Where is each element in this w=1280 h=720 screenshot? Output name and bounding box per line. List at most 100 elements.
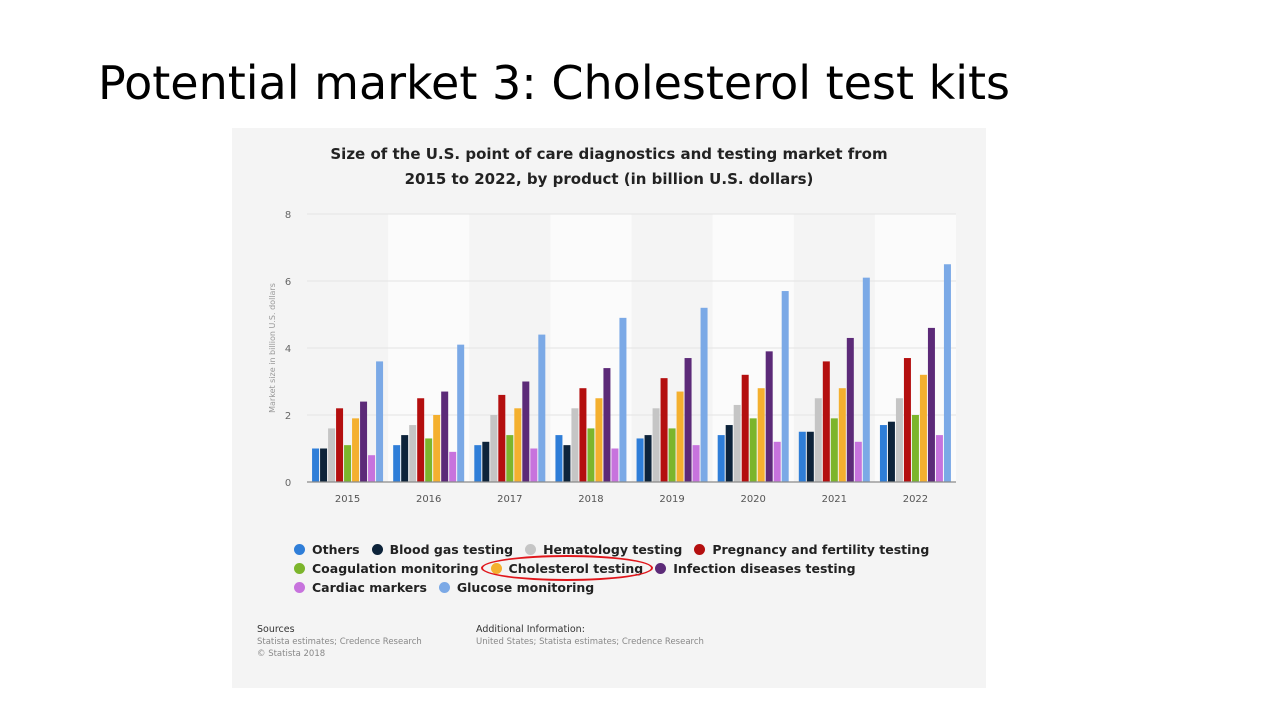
bar-glucose-monitoring-2022 — [943, 264, 951, 482]
bar-pregnancy-and-fertility-testing-2020 — [741, 374, 749, 482]
bar-cardiac-markers-2020 — [773, 441, 781, 482]
bar-blood-gas-testing-2019 — [644, 435, 652, 482]
bar-infection-diseases-testing-2018 — [603, 368, 611, 482]
bar-cardiac-markers-2018 — [611, 448, 619, 482]
legend-swatch-icon — [294, 582, 305, 593]
bar-coagulation-monitoring-2018 — [587, 428, 595, 482]
bar-hematology-testing-2016 — [409, 425, 417, 482]
legend-swatch-icon — [655, 563, 667, 574]
chart-title-line-2: 2015 to 2022, by product (in billion U.S… — [404, 170, 814, 188]
slide-title: Potential market 3: Cholesterol test kit… — [98, 56, 1011, 110]
sources-line-2: © Statista 2018 — [257, 649, 326, 659]
bar-blood-gas-testing-2016 — [401, 435, 409, 482]
bar-coagulation-monitoring-2021 — [830, 418, 838, 482]
legend-label: Blood gas testing — [389, 542, 514, 557]
bar-pregnancy-and-fertility-testing-2018 — [579, 388, 587, 482]
x-tick-label-2019: 2019 — [659, 494, 684, 505]
bar-infection-diseases-testing-2020 — [765, 351, 773, 482]
bar-pregnancy-and-fertility-testing-2017 — [498, 394, 506, 482]
bar-hematology-testing-2018 — [571, 408, 579, 482]
legend-item-hematology-testing[interactable]: Hematology testing — [525, 542, 682, 557]
bar-blood-gas-testing-2022 — [887, 421, 895, 482]
bar-blood-gas-testing-2015 — [320, 448, 328, 482]
bar-cardiac-markers-2016 — [449, 451, 457, 482]
bar-glucose-monitoring-2021 — [862, 277, 870, 482]
y-tick-label-8: 8 — [285, 210, 291, 221]
bar-pregnancy-and-fertility-testing-2021 — [822, 361, 830, 482]
bar-cholesterol-testing-2015 — [352, 418, 360, 482]
bar-infection-diseases-testing-2019 — [684, 358, 692, 482]
bar-cholesterol-testing-2016 — [433, 415, 441, 482]
x-tick-label-2021: 2021 — [822, 494, 847, 505]
bar-cholesterol-testing-2019 — [676, 391, 684, 482]
legend-swatch-icon — [294, 563, 305, 574]
legend-item-cardiac-markers[interactable]: Cardiac markers — [294, 580, 427, 595]
bar-glucose-monitoring-2015 — [376, 361, 384, 482]
legend-item-others[interactable]: Others — [294, 542, 360, 557]
chart-card: Size of the U.S. point of care diagnosti… — [232, 128, 986, 688]
legend-swatch-icon — [525, 544, 537, 555]
legend-label: Infection diseases testing — [673, 561, 856, 576]
legend-label: Coagulation monitoring — [312, 561, 479, 576]
legend-label: Pregnancy and fertility testing — [712, 542, 930, 557]
additional-info-block: Additional Information: United States; S… — [476, 624, 704, 648]
x-tick-label-2015: 2015 — [335, 494, 360, 505]
y-tick-label-4: 4 — [285, 344, 291, 355]
bar-glucose-monitoring-2016 — [457, 344, 465, 482]
x-tick-label-2017: 2017 — [497, 494, 522, 505]
bar-hematology-testing-2015 — [328, 428, 336, 482]
bar-coagulation-monitoring-2022 — [911, 415, 919, 482]
legend-item-pregnancy-and-fertility-testing[interactable]: Pregnancy and fertility testing — [694, 542, 929, 557]
bar-cholesterol-testing-2020 — [757, 388, 765, 482]
bar-cholesterol-testing-2018 — [595, 398, 603, 482]
bar-pregnancy-and-fertility-testing-2019 — [660, 378, 668, 482]
bar-coagulation-monitoring-2019 — [668, 428, 676, 482]
bar-blood-gas-testing-2021 — [806, 431, 814, 482]
bar-pregnancy-and-fertility-testing-2016 — [417, 398, 425, 482]
bar-pregnancy-and-fertility-testing-2022 — [903, 358, 911, 482]
additional-info-header: Additional Information: — [476, 624, 585, 635]
bar-hematology-testing-2017 — [490, 415, 498, 482]
legend-swatch-icon — [438, 582, 450, 593]
bar-cardiac-markers-2017 — [530, 448, 538, 482]
bar-cholesterol-testing-2021 — [838, 388, 846, 482]
legend-item-infection-diseases-testing[interactable]: Infection diseases testing — [655, 561, 856, 576]
bar-blood-gas-testing-2018 — [563, 445, 571, 482]
legend-swatch-icon — [694, 544, 706, 555]
additional-info-line-1: United States; Statista estimates; Crede… — [476, 637, 704, 647]
bar-others-2018 — [555, 435, 563, 482]
bar-pregnancy-and-fertility-testing-2015 — [336, 408, 344, 482]
y-tick-label-0: 0 — [285, 478, 291, 489]
sources-block: Sources Statista estimates; Credence Res… — [257, 624, 422, 660]
cholesterol-highlight-ring — [481, 555, 653, 581]
y-tick-label-6: 6 — [285, 277, 291, 288]
bar-others-2017 — [474, 445, 482, 482]
bar-others-2015 — [312, 448, 320, 482]
bar-others-2019 — [636, 438, 644, 482]
legend-swatch-icon — [371, 544, 383, 555]
bar-cardiac-markers-2021 — [854, 441, 862, 482]
chart-title: Size of the U.S. point of care diagnosti… — [232, 142, 986, 192]
bar-infection-diseases-testing-2015 — [360, 401, 368, 482]
legend-item-blood-gas-testing[interactable]: Blood gas testing — [371, 542, 514, 557]
legend-item-glucose-monitoring[interactable]: Glucose monitoring — [438, 580, 595, 595]
bar-cardiac-markers-2022 — [935, 435, 943, 482]
bar-blood-gas-testing-2020 — [725, 425, 733, 482]
bar-glucose-monitoring-2018 — [619, 317, 627, 482]
bar-cardiac-markers-2015 — [368, 455, 376, 482]
legend-label: Cardiac markers — [312, 580, 427, 595]
legend-label: Glucose monitoring — [456, 580, 595, 595]
bar-cardiac-markers-2019 — [692, 445, 700, 482]
y-tick-label-2: 2 — [285, 411, 291, 422]
x-tick-label-2016: 2016 — [416, 494, 441, 505]
bar-glucose-monitoring-2017 — [538, 334, 546, 482]
bar-infection-diseases-testing-2016 — [441, 391, 449, 482]
bar-hematology-testing-2020 — [733, 404, 741, 482]
bar-hematology-testing-2022 — [895, 398, 903, 482]
bar-others-2021 — [798, 431, 806, 482]
bar-infection-diseases-testing-2022 — [927, 327, 935, 482]
bar-blood-gas-testing-2017 — [482, 441, 490, 482]
legend-item-coagulation-monitoring[interactable]: Coagulation monitoring — [294, 561, 479, 576]
bar-glucose-monitoring-2019 — [700, 307, 708, 482]
legend-row-3: Cardiac markers Glucose monitoring — [294, 578, 974, 597]
